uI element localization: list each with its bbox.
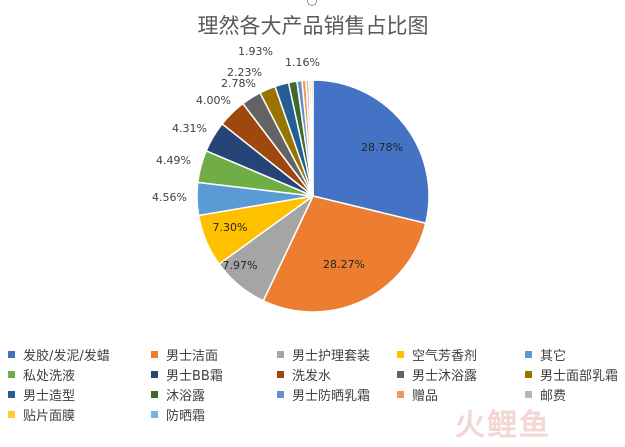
legend-swatch (8, 350, 15, 358)
legend-swatch (525, 370, 532, 378)
data-labels: 28.78% 28.27% 7.97% 7.30% 4.56% 4.49% 4.31% 4.0… (152, 45, 403, 272)
legend-swatch (277, 370, 284, 378)
legend-swatch (277, 350, 284, 358)
legend-item: 男士防晒乳霜 (277, 386, 397, 404)
legend-label: 男士洁面 (166, 348, 219, 364)
slice-data-label: 1.16% (285, 56, 320, 69)
legend-label: 男士沐浴露 (412, 368, 478, 384)
legend-swatch (397, 350, 404, 358)
chart-title: 理然各大产品销售占比图 (198, 14, 429, 38)
slice-data-label: 2.23% (227, 66, 262, 79)
pie-slice (312, 79, 430, 225)
slice-data-label: 1.93% (238, 45, 273, 58)
legend-label: 空气芳香剂 (412, 348, 478, 364)
legend-swatch (151, 350, 158, 358)
legend-label: 男士防晒乳霜 (292, 388, 371, 404)
watermark-logo: 火鲤鱼 (455, 408, 551, 443)
slice-data-label: 28.27% (323, 258, 365, 271)
slice-data-label: 4.49% (156, 154, 191, 167)
legend-item: 洗发水 (277, 366, 397, 384)
legend-label: 发胶/发泥/发蜡 (23, 348, 110, 364)
top-circle-decoration (307, 0, 317, 6)
legend-swatch (151, 390, 158, 398)
legend-item: 赠品 (397, 386, 525, 404)
legend-label: 男士BB霜 (166, 368, 223, 384)
slice-data-label: 2.78% (221, 77, 256, 90)
legend-item: 其它 (525, 346, 621, 364)
legend-label: 洗发水 (292, 368, 332, 384)
legend-label: 邮费 (540, 388, 567, 404)
legend-item: 发胶/发泥/发蜡 (8, 346, 151, 364)
chart-legend: 发胶/发泥/发蜡 男士洁面 男士护理套装 空气芳香剂 其它私处洗液 男士BB霜 洗发水 男士沐… (8, 346, 623, 424)
legend-item: 沐浴露 (151, 386, 277, 404)
legend-swatch (525, 390, 532, 398)
legend-item: 邮费 (525, 386, 621, 404)
legend-item: 贴片面膜 (8, 406, 151, 424)
legend-swatch (151, 410, 158, 418)
legend-label: 其它 (540, 348, 567, 364)
legend-swatch (8, 410, 15, 418)
legend-label: 私处洗液 (23, 368, 76, 384)
legend-label: 男士造型 (23, 388, 76, 404)
legend-label: 男士面部乳霜 (540, 368, 619, 384)
slice-data-label: 7.30% (213, 221, 248, 234)
legend-swatch (277, 390, 284, 398)
legend-label: 男士护理套装 (292, 348, 371, 364)
slice-data-label: 4.31% (172, 122, 207, 135)
legend-swatch (151, 370, 158, 378)
legend-item: 男士面部乳霜 (525, 366, 621, 384)
legend-item: 男士BB霜 (151, 366, 277, 384)
legend-swatch (525, 350, 532, 358)
legend-swatch (8, 390, 15, 398)
legend-item: 男士洁面 (151, 346, 277, 364)
slice-data-label: 7.97% (223, 259, 258, 272)
legend-item: 男士护理套装 (277, 346, 397, 364)
legend-label: 沐浴露 (166, 388, 206, 404)
legend-item: 男士造型 (8, 386, 151, 404)
legend-item: 空气芳香剂 (397, 346, 525, 364)
legend-swatch (397, 390, 404, 398)
slice-data-label: 4.00% (196, 94, 231, 107)
pie-slices (196, 79, 430, 313)
legend-label: 赠品 (412, 388, 439, 404)
slice-data-label: 4.56% (152, 191, 187, 204)
legend-item: 私处洗液 (8, 366, 151, 384)
pie-slice (310, 79, 314, 197)
legend-swatch (397, 370, 404, 378)
legend-label: 贴片面膜 (23, 408, 76, 424)
legend-item: 防晒霜 (151, 406, 277, 424)
slice-data-label: 28.78% (361, 141, 403, 154)
legend-item: 男士沐浴露 (397, 366, 525, 384)
legend-label: 防晒霜 (166, 408, 206, 424)
legend-swatch (8, 370, 15, 378)
pie-slice (262, 195, 427, 313)
